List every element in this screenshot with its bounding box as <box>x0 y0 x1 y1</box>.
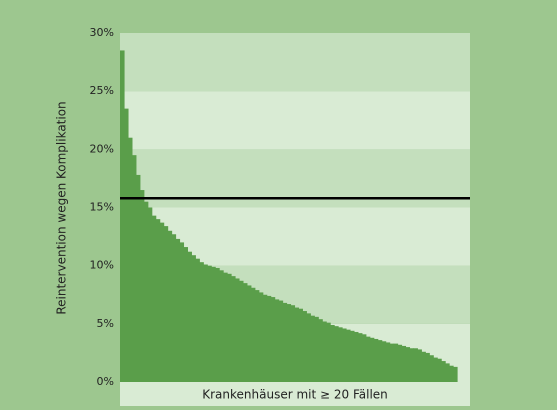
bar <box>139 190 145 382</box>
bar <box>246 285 252 382</box>
x-axis-label: Krankenhäuser mit ≥ 20 Fällen <box>202 388 388 402</box>
bar <box>342 328 347 382</box>
bar <box>219 270 224 382</box>
bar <box>334 326 339 382</box>
bar <box>231 276 236 382</box>
bar <box>175 238 181 382</box>
bar <box>191 255 196 382</box>
bar <box>250 287 256 382</box>
bar <box>131 155 137 382</box>
grid-band <box>120 33 470 92</box>
bar <box>441 361 446 382</box>
bar <box>199 262 204 382</box>
bar <box>385 342 391 382</box>
y-tick-label: 20% <box>90 142 114 155</box>
y-tick-label: 0% <box>97 375 114 388</box>
bar <box>203 264 208 382</box>
bar <box>286 304 292 382</box>
bar <box>437 358 442 382</box>
bar <box>445 363 450 382</box>
bar <box>449 365 454 382</box>
bar <box>290 305 296 382</box>
bar <box>298 308 303 382</box>
bar <box>159 222 165 382</box>
bar <box>421 351 426 382</box>
bar <box>377 340 383 382</box>
bar <box>330 324 335 382</box>
bar <box>123 108 129 382</box>
bar <box>373 338 379 382</box>
bar <box>369 337 375 382</box>
bar <box>274 299 280 382</box>
y-tick-label: 5% <box>97 317 114 330</box>
bar <box>266 295 272 382</box>
bar <box>393 343 399 382</box>
bar <box>163 226 169 382</box>
bar <box>278 300 284 382</box>
bar <box>425 352 430 382</box>
bar <box>361 334 367 382</box>
bar <box>401 345 407 382</box>
bar <box>326 322 331 382</box>
bar <box>143 201 149 382</box>
bar <box>187 251 192 382</box>
bar <box>314 316 319 382</box>
bar <box>310 315 315 382</box>
bar <box>345 329 351 382</box>
bar <box>405 347 411 382</box>
y-tick-label: 25% <box>90 84 114 97</box>
bar <box>318 319 323 382</box>
y-axis-label: Reintervention wegen Komplikation <box>55 101 69 314</box>
bar <box>207 265 212 382</box>
bar <box>227 273 232 382</box>
bar <box>417 349 422 382</box>
bar <box>127 137 133 382</box>
bar <box>389 343 395 382</box>
y-tick-label: 10% <box>90 259 114 272</box>
bar <box>349 330 355 382</box>
bar <box>195 258 200 382</box>
bar <box>179 242 185 382</box>
bar <box>453 366 458 382</box>
x-label-strip <box>120 382 470 406</box>
y-tick-label: 30% <box>90 26 114 39</box>
bar <box>433 357 438 382</box>
bar <box>155 219 161 382</box>
bar <box>211 266 216 382</box>
bar <box>381 341 387 382</box>
bar <box>254 290 260 382</box>
bar <box>258 292 264 382</box>
bar <box>215 267 220 382</box>
bar <box>262 294 268 382</box>
grid-band <box>120 91 470 150</box>
bar <box>322 321 327 382</box>
plot-area <box>120 33 470 382</box>
bar <box>397 344 403 382</box>
bar <box>223 272 228 382</box>
bar <box>270 297 276 382</box>
bar <box>282 302 288 382</box>
y-tick-label: 15% <box>90 201 114 214</box>
bar <box>167 230 173 382</box>
bar <box>120 50 125 382</box>
bar <box>409 348 414 382</box>
bar <box>413 348 418 382</box>
bar <box>238 280 244 382</box>
bar <box>242 283 248 382</box>
bar <box>302 311 307 382</box>
bar <box>147 207 153 382</box>
bar <box>365 336 371 382</box>
bar <box>171 234 177 382</box>
bar <box>306 313 311 382</box>
bar <box>357 333 363 382</box>
bar <box>353 331 359 382</box>
bar <box>151 215 157 382</box>
bar <box>135 174 141 382</box>
bar <box>294 307 300 382</box>
bar <box>234 278 240 382</box>
bar <box>183 247 188 382</box>
bar <box>338 327 343 382</box>
bar <box>429 355 434 382</box>
